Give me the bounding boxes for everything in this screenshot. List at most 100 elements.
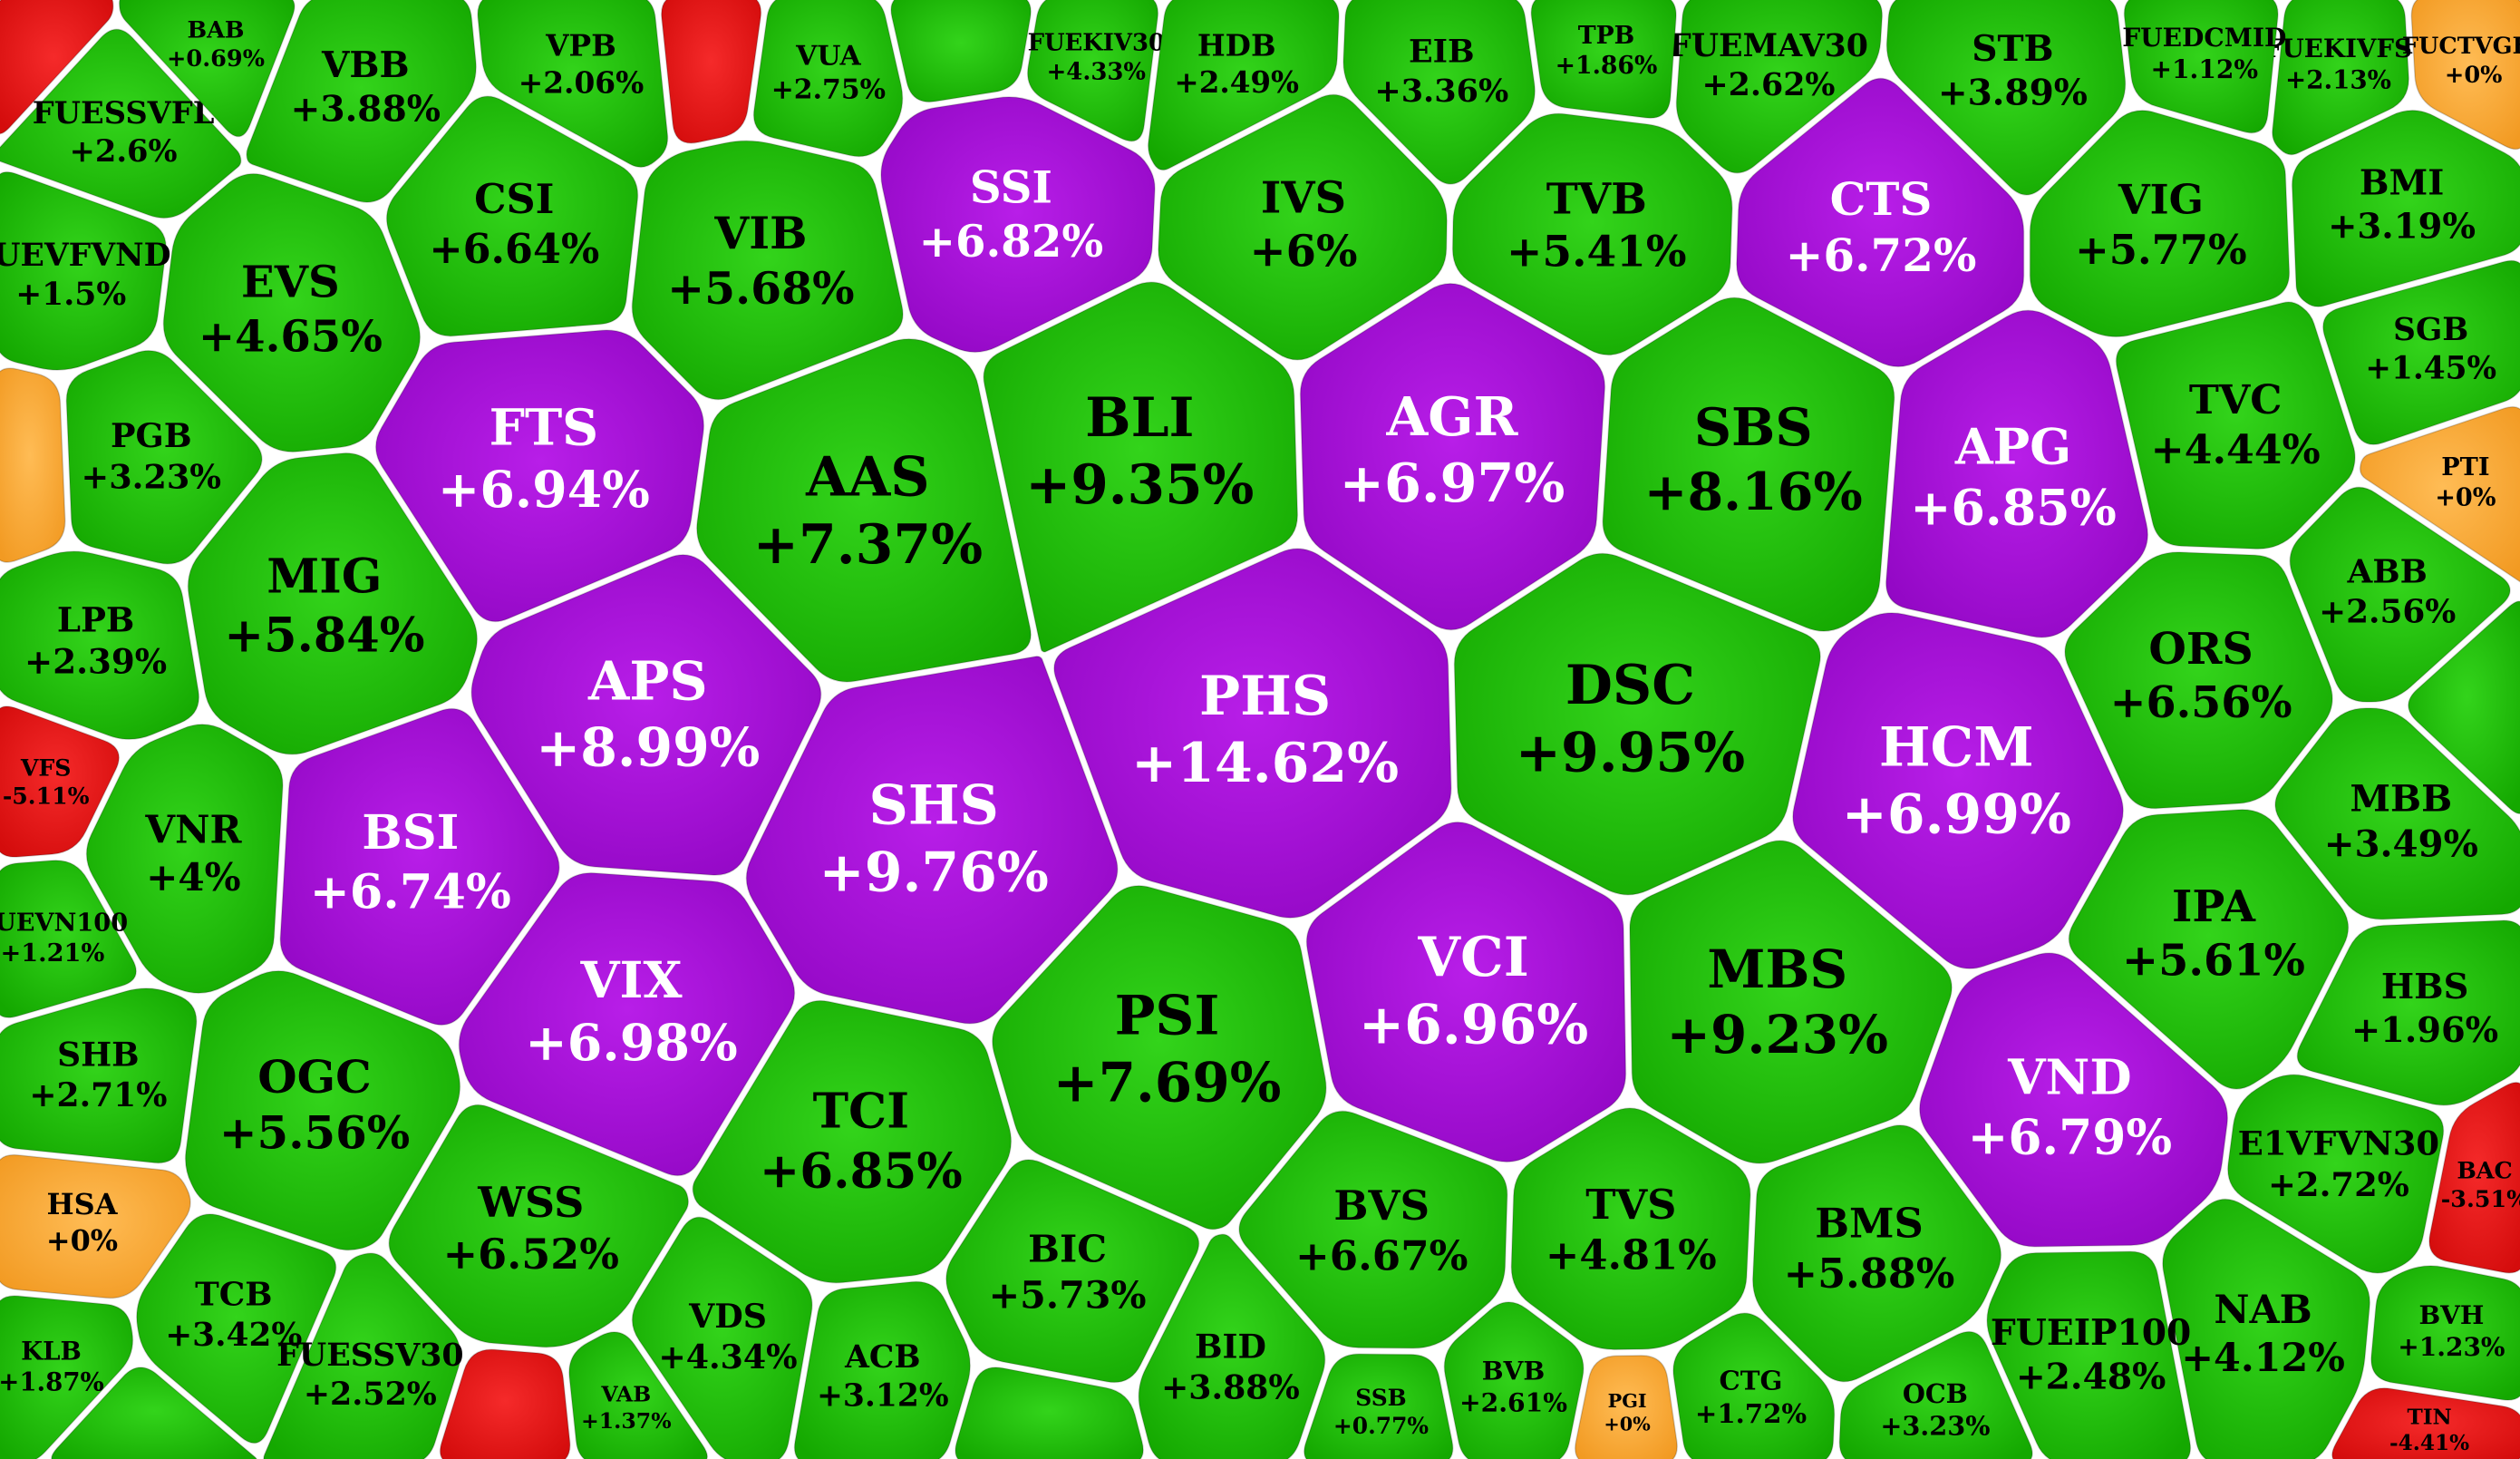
- cell-fuekiv30[interactable]: [1026, 0, 1159, 142]
- cell-bid[interactable]: [1138, 1233, 1326, 1459]
- cell-tcb[interactable]: [136, 1213, 337, 1444]
- cell-ssi[interactable]: [880, 96, 1156, 353]
- cell-bvs[interactable]: [1238, 1110, 1508, 1349]
- cell-mig[interactable]: [187, 452, 478, 755]
- cell-pgi[interactable]: [1575, 1355, 1678, 1459]
- cell-tci[interactable]: [692, 999, 1013, 1284]
- cell-bsi[interactable]: [279, 707, 560, 1026]
- cell-phs[interactable]: [1053, 548, 1452, 919]
- cell-hdb[interactable]: [1147, 0, 1340, 171]
- cell-tvc[interactable]: [2115, 301, 2356, 550]
- cell-fuedcmid[interactable]: [2123, 0, 2279, 134]
- cell-fts[interactable]: [374, 329, 705, 623]
- cell-ssb[interactable]: [1304, 1353, 1454, 1459]
- cell-ticker-wss: WSS: [477, 1178, 584, 1227]
- cell-bmi[interactable]: [2291, 110, 2520, 307]
- cell-ipa[interactable]: [2068, 809, 2350, 1090]
- cell-vab[interactable]: [568, 1331, 708, 1459]
- cell-stb[interactable]: [1885, 0, 2127, 196]
- cell-fuessv30[interactable]: [263, 1252, 461, 1459]
- cell-mbs[interactable]: [1629, 840, 1953, 1164]
- cell-dsc[interactable]: [1453, 552, 1821, 896]
- cell-vci[interactable]: [1305, 822, 1627, 1162]
- cell-ticker-vci: VCI: [1417, 926, 1528, 989]
- cell-aps[interactable]: [470, 554, 822, 876]
- cell-change-ogc: +5.56%: [219, 1106, 410, 1160]
- cell-evs[interactable]: [162, 173, 421, 452]
- cell-vib[interactable]: [631, 140, 904, 401]
- cell-apg[interactable]: [1885, 309, 2149, 638]
- cell-change-stb: +3.89%: [1938, 73, 2088, 114]
- cell-tvs[interactable]: [1510, 1107, 1751, 1350]
- cell-shs[interactable]: [745, 656, 1119, 1025]
- cell-vnd[interactable]: [1919, 952, 2229, 1248]
- cell-ticker-dsc: DSC: [1565, 654, 1695, 717]
- cell-vnr[interactable]: [85, 724, 284, 994]
- cell-hbs[interactable]: [2296, 919, 2520, 1106]
- cell-pgb[interactable]: [65, 350, 263, 565]
- cell-change-fuedcmid: +1.12%: [2150, 54, 2258, 84]
- cell-e1vfvn30[interactable]: [2227, 1074, 2445, 1274]
- cell-change-psi: +7.69%: [1053, 1051, 1282, 1114]
- cell-aas[interactable]: [696, 338, 1032, 683]
- cell-fuekivfs[interactable]: [2272, 0, 2409, 156]
- cell-bms[interactable]: [1752, 1124, 2002, 1383]
- cell-ticker-csi: CSI: [474, 176, 554, 223]
- cell-bli[interactable]: [983, 281, 1299, 653]
- cell-pti[interactable]: [2359, 405, 2520, 586]
- cell-vfs[interactable]: [0, 705, 120, 858]
- cell-vix[interactable]: [458, 872, 796, 1177]
- cell-cts[interactable]: [1736, 77, 2025, 368]
- cell-vua[interactable]: [752, 0, 904, 158]
- cell-ivs[interactable]: [1158, 93, 1448, 361]
- cell-bab[interactable]: [118, 0, 296, 138]
- cell-ticker-mbs: MBS: [1707, 939, 1847, 1000]
- cell-psi[interactable]: [992, 885, 1327, 1230]
- cell-csi[interactable]: [385, 95, 639, 337]
- cell-tpb[interactable]: [1530, 0, 1677, 119]
- cell-vds[interactable]: [631, 1216, 813, 1459]
- cell-change-vds: +4.34%: [658, 1337, 797, 1376]
- cell-nab[interactable]: [2162, 1198, 2370, 1459]
- cell-acb[interactable]: [793, 1280, 971, 1459]
- cell-shb[interactable]: [0, 987, 198, 1164]
- cell-vbb[interactable]: [246, 0, 477, 203]
- cell-change-apg: +6.85%: [1910, 478, 2117, 536]
- cell-sbs[interactable]: [1602, 297, 1895, 632]
- cell-agr[interactable]: [1299, 283, 1605, 631]
- cell-fuemav30[interactable]: [1675, 0, 1883, 174]
- cell-fuctvgf3[interactable]: [2410, 0, 2520, 151]
- cell-bvh[interactable]: [2370, 1265, 2520, 1401]
- cell-fuessvfl[interactable]: [0, 28, 242, 219]
- cell-change-vci: +6.96%: [1359, 994, 1588, 1057]
- cell-hsa[interactable]: [0, 1153, 191, 1299]
- cell-sgb[interactable]: [2322, 259, 2520, 445]
- cell-vpb[interactable]: [477, 0, 669, 168]
- cell-ticker-vib: VIB: [713, 207, 807, 259]
- cell-eib[interactable]: [1342, 0, 1536, 185]
- cell-tin[interactable]: [2331, 1387, 2520, 1459]
- cell-bac[interactable]: [2428, 1082, 2520, 1274]
- cell-change-ipa: +5.61%: [2122, 935, 2305, 986]
- cell-change-vig: +5.77%: [2075, 226, 2247, 274]
- cell-ticker-vnd: VND: [2007, 1048, 2132, 1105]
- cell-ogc[interactable]: [184, 970, 461, 1251]
- cell-tvb[interactable]: [1451, 112, 1733, 356]
- cell-vig[interactable]: [2029, 110, 2291, 337]
- cell-bvb[interactable]: [1443, 1301, 1585, 1459]
- cell-ctg[interactable]: [1672, 1312, 1836, 1459]
- cell-bic[interactable]: [945, 1159, 1200, 1384]
- cell-hcm[interactable]: [1792, 612, 2124, 969]
- cell-fuevfvnd[interactable]: [0, 171, 167, 371]
- cell-mbb[interactable]: [2274, 707, 2520, 920]
- cell-fueip100[interactable]: [1986, 1250, 2192, 1459]
- cell-change-bic: +5.73%: [989, 1273, 1147, 1318]
- cell-fuevn100[interactable]: [0, 860, 137, 1018]
- cell-klb[interactable]: [0, 1295, 134, 1459]
- cell-ticker-fuessv30: FUESSV30: [276, 1337, 464, 1374]
- cell-wss[interactable]: [388, 1104, 690, 1348]
- cell-ocb[interactable]: [1838, 1330, 2033, 1459]
- cell-ors[interactable]: [2064, 551, 2333, 810]
- cell-abb[interactable]: [2289, 486, 2511, 703]
- cell-lpb[interactable]: [0, 550, 200, 740]
